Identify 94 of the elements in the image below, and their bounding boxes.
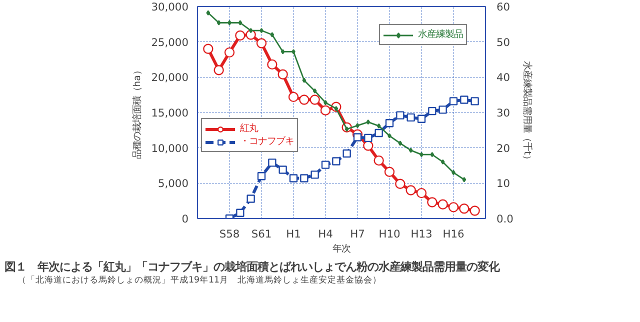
point — [280, 49, 285, 54]
point — [270, 32, 274, 38]
point — [388, 133, 392, 138]
point — [374, 155, 384, 166]
point — [246, 194, 255, 203]
point — [363, 140, 374, 151]
x-tick-label: H1 — [286, 228, 301, 240]
point — [342, 149, 351, 158]
y-tick-label: 10,000 — [151, 142, 189, 155]
point — [257, 172, 266, 180]
point — [321, 160, 330, 169]
point — [203, 44, 214, 54]
point — [235, 30, 246, 41]
point — [406, 185, 416, 196]
point — [353, 133, 362, 142]
y2-tick-label: 30 — [496, 106, 510, 120]
x-tick-label: H4 — [318, 228, 334, 240]
point — [310, 94, 320, 105]
point — [248, 28, 253, 34]
point — [416, 188, 427, 198]
point — [462, 177, 466, 182]
x-tick-label: H13 — [410, 228, 432, 240]
point — [427, 197, 438, 208]
legend-label: ・コナフブキ — [240, 135, 294, 148]
x-tick-label: S61 — [251, 228, 272, 240]
point — [278, 69, 288, 80]
point — [310, 170, 319, 179]
point — [385, 119, 394, 128]
text: （「北海道における馬鈴しょの概況」平成19年11月 北海道馬鈴しょ生産安定基金協会） — [18, 274, 382, 286]
y2-axis-title: 水産練製品需用量（千t） — [521, 61, 532, 164]
point — [206, 10, 210, 16]
point — [228, 20, 232, 26]
point — [267, 59, 278, 70]
y2-tick-label: 40 — [496, 71, 510, 84]
point — [438, 199, 448, 210]
x-tick-label: S58 — [219, 228, 240, 240]
point — [396, 111, 404, 120]
point — [417, 114, 426, 123]
x-tick-label: H16 — [442, 228, 465, 240]
point — [238, 20, 242, 26]
point — [299, 94, 310, 105]
y2-tick-label: 60 — [496, 0, 510, 14]
point — [332, 157, 340, 166]
x-tick-label: H7 — [350, 228, 365, 240]
y2-tick-label: 10 — [496, 177, 510, 190]
point — [384, 166, 395, 177]
text: 図１ 年次による「紅丸」「コナフブキ」の栽培面積とばれいしょでん粉の水産練製品需用量の変化 — [4, 260, 500, 274]
point — [312, 88, 317, 94]
point — [292, 49, 296, 54]
point — [448, 202, 459, 212]
point — [376, 123, 381, 129]
point — [289, 174, 298, 182]
point — [470, 97, 479, 106]
legend-label: 水産練製品 — [418, 28, 463, 41]
y-tick-label: 15,000 — [151, 106, 189, 120]
point — [256, 38, 267, 48]
point — [216, 20, 221, 26]
point — [449, 97, 458, 106]
point — [300, 174, 308, 182]
point — [440, 159, 445, 165]
point — [278, 166, 287, 174]
y2-tick-label: 20 — [496, 142, 510, 155]
point — [288, 92, 299, 102]
point — [366, 119, 370, 125]
point — [430, 152, 434, 158]
point — [324, 100, 328, 106]
y-tick-label: 0 — [182, 212, 189, 226]
point — [224, 47, 235, 58]
point — [406, 113, 415, 122]
point — [364, 134, 372, 142]
point — [320, 105, 331, 116]
y-tick-label: 25,000 — [151, 36, 189, 49]
y-tick-label: 20,000 — [151, 71, 189, 84]
x-axis-title: 年次 — [332, 244, 350, 254]
y-axis-title: 品種の栽培面積（ha） — [132, 66, 144, 159]
point — [236, 208, 244, 217]
point — [398, 140, 402, 146]
point — [438, 106, 447, 114]
y2-tick-label: 50 — [496, 36, 510, 49]
y-tick-label: 30,000 — [151, 0, 189, 14]
point — [470, 206, 480, 216]
point — [460, 96, 468, 104]
point — [459, 204, 470, 214]
point — [268, 158, 276, 167]
point — [374, 128, 383, 138]
point — [395, 178, 406, 189]
y2-tick-label: 0.0 — [496, 212, 514, 226]
point — [408, 148, 413, 153]
point — [302, 78, 306, 83]
legend-label: 紅丸 — [240, 122, 260, 135]
point — [428, 106, 436, 116]
x-tick-label: H10 — [378, 228, 401, 240]
y-tick-label: 5,000 — [158, 177, 189, 190]
point — [214, 65, 224, 76]
